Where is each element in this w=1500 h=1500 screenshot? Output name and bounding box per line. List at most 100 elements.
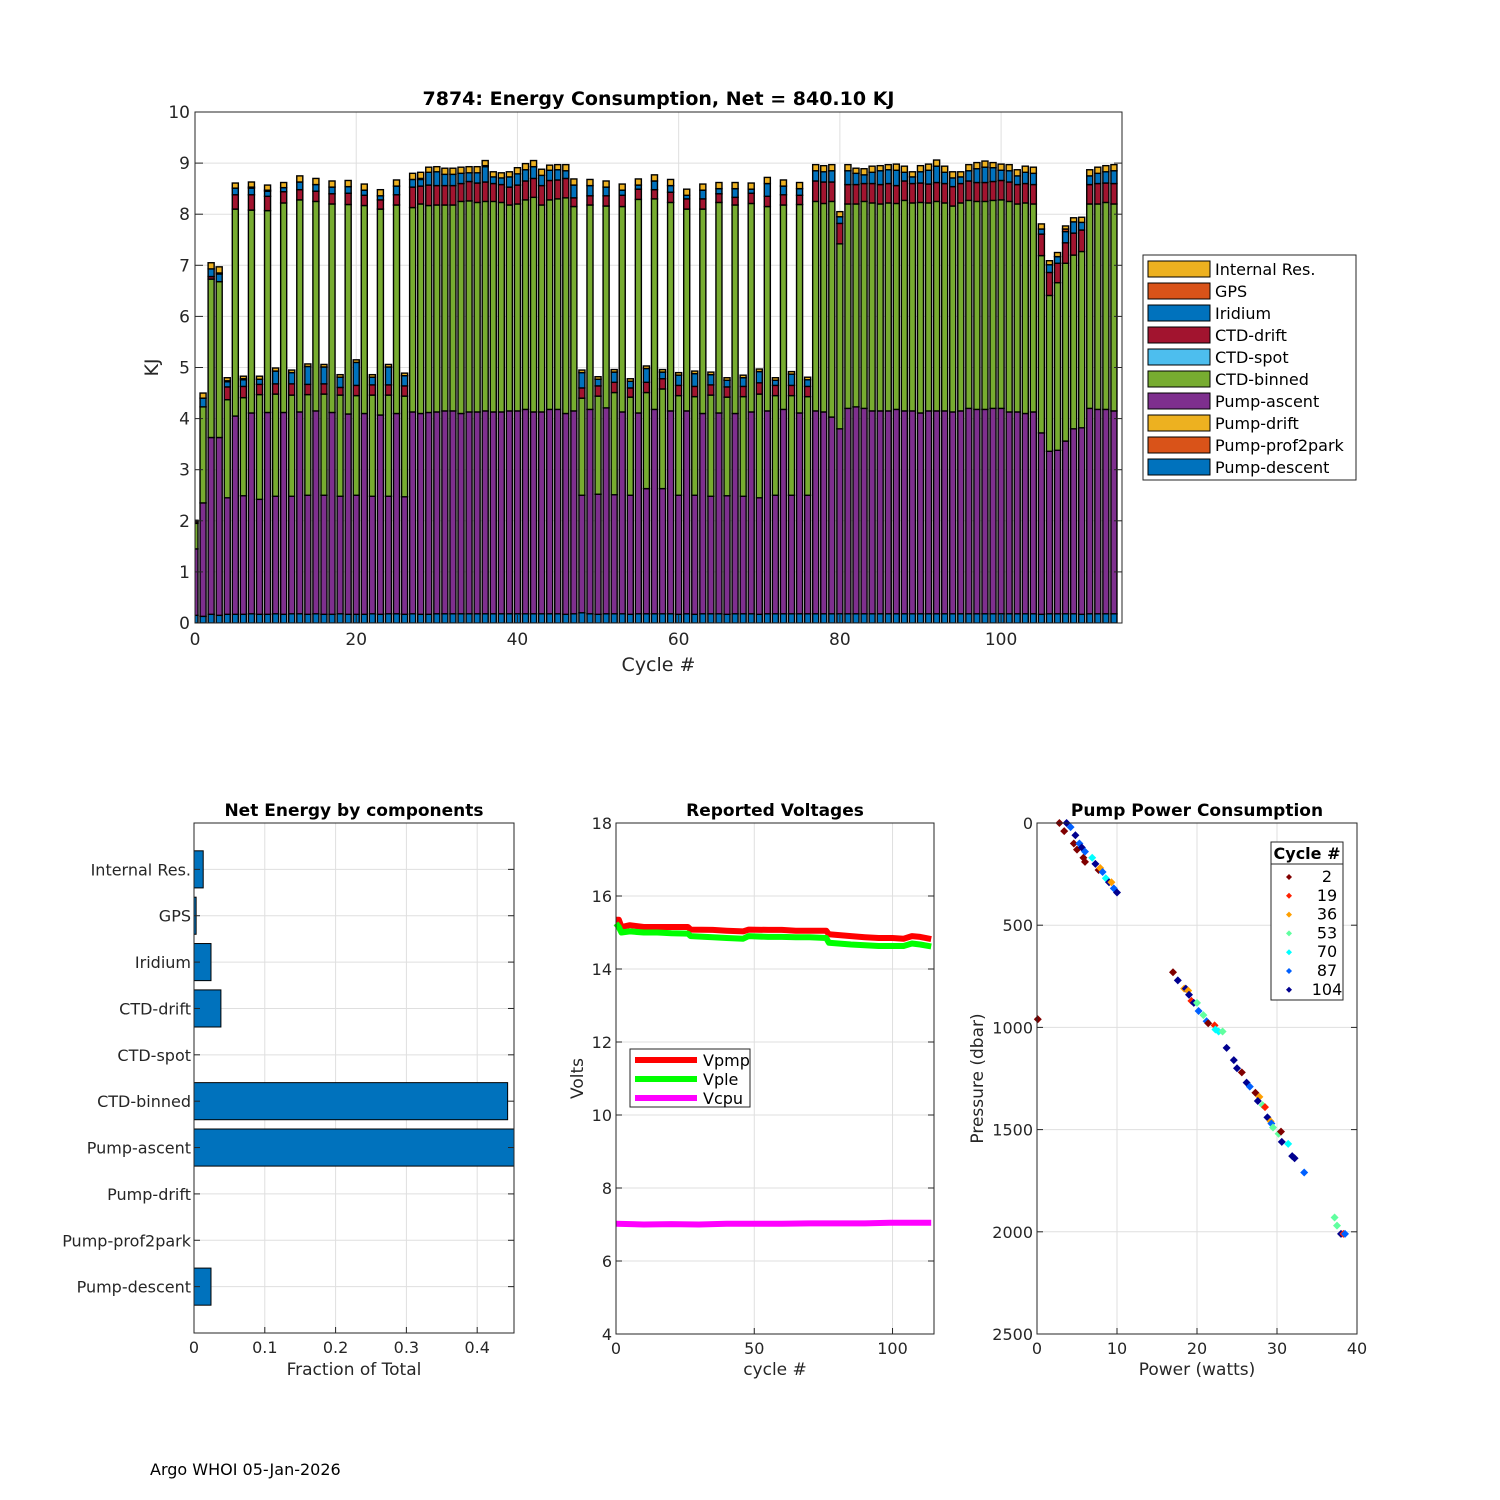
ytick-label: 1500	[992, 1121, 1033, 1140]
bar-segment-iridium	[860, 174, 868, 185]
bar-segment-ctd-binned	[296, 199, 304, 413]
bar-segment-internal-res	[948, 171, 957, 179]
bar-segment-ctd-drift	[239, 385, 248, 399]
bar-segment-ctd-drift	[610, 381, 618, 394]
bar-segment-ctd-drift	[1094, 182, 1102, 205]
bar-segment-internal-res	[715, 181, 723, 190]
bar-segment-ctd-drift	[1110, 182, 1118, 205]
axes-box	[615, 822, 935, 1335]
bar-segment-pump-ascent	[916, 412, 925, 615]
bar-segment-internal-res	[610, 368, 618, 373]
bar-segment-ctd-drift	[924, 183, 933, 204]
bar-segment-pump-descent	[731, 613, 739, 623]
bar-segment-ctd-binned	[263, 209, 272, 414]
bar-segment-pump-ascent	[1069, 428, 1078, 615]
bar-segment-internal-res	[860, 168, 868, 176]
bar-segment-iridium	[820, 171, 828, 183]
legend-label: 2	[1322, 867, 1332, 886]
bar-segment-pump-ascent	[384, 495, 393, 615]
bar-segment-iridium	[416, 178, 425, 187]
legend-label: 36	[1317, 905, 1337, 924]
xtick-label: 40	[507, 630, 529, 650]
category-label: Internal Res.	[91, 860, 191, 879]
bar-segment-internal-res	[1037, 223, 1046, 230]
bar-segment-pump-descent	[207, 613, 215, 623]
bar-segment-ctd-drift	[715, 193, 723, 204]
bar-segment-iridium	[626, 380, 635, 389]
chart-title: Reported Voltages	[686, 801, 864, 821]
bar-segment-iridium	[642, 367, 651, 384]
xtick-label: 0.4	[464, 1338, 489, 1357]
bar-segment-ctd-binned	[271, 393, 280, 497]
bar-segment-pump-descent	[239, 613, 248, 623]
bar-segment-pump-descent	[787, 613, 796, 623]
bar-segment-pump-ascent	[505, 410, 514, 615]
chart-title: Net Energy by components	[224, 801, 483, 821]
bar-segment-pump-descent	[795, 613, 804, 623]
bar-segment-pump-ascent	[602, 407, 610, 615]
data-point	[1107, 878, 1116, 887]
bar-segment-ctd-drift	[666, 191, 675, 204]
bar-segment-pump-ascent	[376, 414, 385, 616]
bar-segment-internal-res	[384, 363, 393, 368]
bar-segment-iridium	[618, 189, 626, 196]
bar-segment-ctd-drift	[336, 386, 344, 396]
bar-segment-iridium	[545, 169, 554, 182]
bar-segment-internal-res	[803, 376, 812, 381]
bar-segment-pump-ascent	[892, 408, 901, 615]
bar-segment-ctd-drift	[707, 384, 715, 396]
bar-segment-pump-descent	[1069, 613, 1078, 623]
bar-segment-pump-descent	[320, 613, 328, 623]
bar-segment-ctd-binned	[965, 199, 973, 410]
bar-segment-pump-descent	[304, 613, 312, 623]
bar-segment-ctd-drift	[795, 194, 804, 206]
data-point	[1251, 1088, 1260, 1097]
data-point	[1237, 1068, 1246, 1077]
bar-segment-pump-ascent	[320, 494, 328, 616]
bar-segment-ctd-binned	[408, 206, 417, 413]
bar-segment-iridium	[263, 190, 272, 198]
bar-segment-ctd-binned	[699, 208, 707, 415]
bar-segment-pump-descent	[489, 613, 497, 623]
bar-segment-iridium	[505, 176, 514, 188]
bar-segment-internal-res	[989, 161, 997, 169]
bar-segment-ctd-drift	[578, 387, 586, 399]
bar-segment-ctd-drift	[989, 180, 997, 202]
bar-segment-pump-descent	[1021, 613, 1029, 623]
bar-segment-ctd-binned	[924, 202, 933, 412]
bar-segment-ctd-binned	[836, 243, 844, 430]
bar-segment-ctd-drift	[279, 191, 288, 204]
bar-segment-iridium	[481, 165, 489, 183]
bar-segment-pump-descent	[739, 613, 747, 623]
bar-segment-ctd-drift	[328, 193, 336, 205]
bar-segment-ctd-drift	[940, 182, 949, 204]
bar-segment-ctd-drift	[304, 383, 312, 396]
bar-segment-iridium	[513, 173, 522, 186]
bar-segment-iridium	[795, 187, 804, 196]
bar-segment-pump-ascent	[489, 411, 497, 615]
legend-label: Internal Res.	[1215, 260, 1315, 279]
bar-segment-pump-descent	[666, 613, 675, 623]
data-point	[1199, 1011, 1208, 1020]
bar-segment-internal-res	[892, 163, 901, 171]
bar-segment-iridium	[570, 184, 578, 199]
bar-segment-pump-ascent	[368, 495, 377, 615]
bar-segment-ctd-binned	[529, 196, 538, 413]
bar-segment-pump-ascent	[328, 411, 336, 616]
legend-label: Pump-prof2park	[1215, 436, 1345, 455]
bar-segment-iridium	[932, 165, 941, 184]
legend-label: 104	[1312, 980, 1343, 999]
bar-ctd-binned	[194, 1082, 509, 1121]
bar-segment-pump-descent	[618, 613, 626, 623]
ytick-label: 9	[179, 154, 190, 174]
data-point	[1284, 1139, 1293, 1148]
bar-segment-internal-res	[279, 181, 288, 189]
bar-segment-ctd-binned	[828, 200, 836, 418]
bar-segment-pump-ascent	[255, 498, 264, 616]
bar-segment-internal-res	[836, 210, 844, 218]
bar-segment-ctd-drift	[731, 196, 739, 206]
bar-segment-internal-res	[554, 163, 562, 171]
bar-segment-ctd-drift	[723, 386, 731, 398]
bar-pump-descent	[194, 1267, 212, 1306]
bar-segment-pump-descent	[578, 612, 586, 623]
